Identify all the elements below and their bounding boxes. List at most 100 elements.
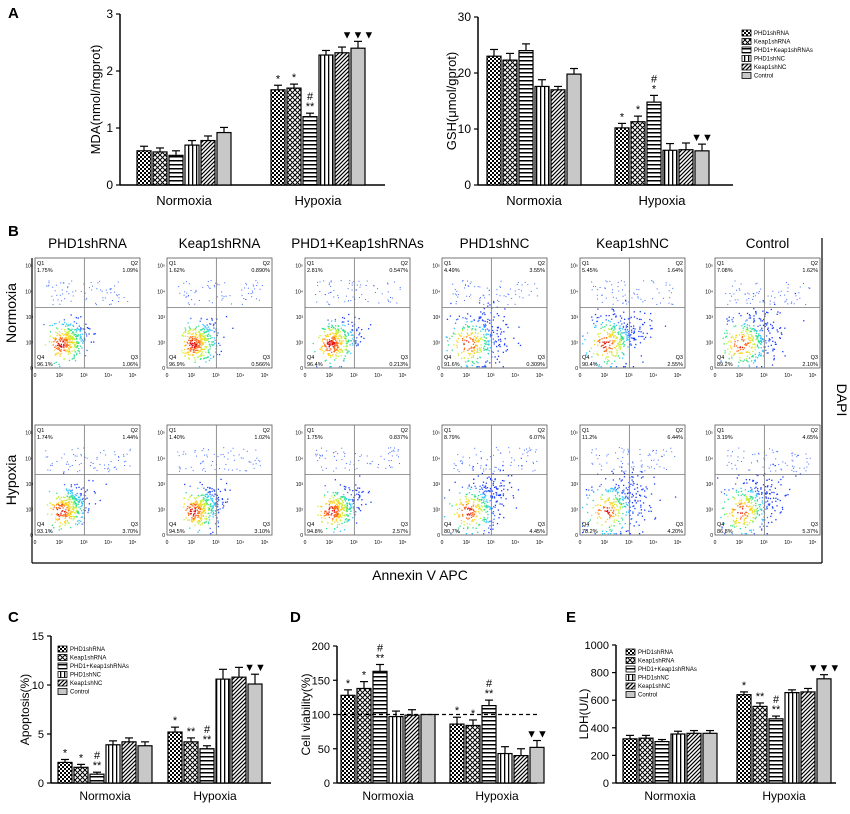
event-dot <box>200 514 202 516</box>
event-dot <box>319 291 321 293</box>
event-dot <box>784 327 786 329</box>
event-dot <box>82 502 84 505</box>
quadrant-q1-label: Q1 <box>444 261 451 267</box>
event-dot <box>458 527 460 529</box>
event-dot <box>194 451 196 453</box>
event-dot <box>197 531 199 533</box>
event-dot <box>787 283 789 285</box>
event-dot <box>75 515 77 518</box>
event-dot <box>638 289 640 291</box>
event-dot <box>194 509 197 512</box>
event-dot <box>370 463 372 465</box>
event-dot <box>466 321 468 323</box>
event-dot <box>108 464 110 466</box>
flow-plot-hypoxia-keap1shnc: Q111.2%Q26.44%Q34.20%Q478.2%0010²10²10³1… <box>570 424 686 546</box>
event-dot <box>769 300 771 302</box>
event-dot <box>199 335 202 337</box>
event-dot <box>479 349 481 352</box>
event-dot <box>473 319 475 321</box>
quadrant-q1-value: 1.74% <box>37 435 53 441</box>
event-dot <box>327 491 329 493</box>
event-dot <box>200 344 203 346</box>
scatter-dots <box>717 447 811 535</box>
event-dot <box>587 525 589 528</box>
event-dot <box>389 301 391 303</box>
event-dot <box>585 354 587 356</box>
event-dot <box>327 349 329 352</box>
event-dot <box>253 285 255 287</box>
event-dot <box>68 330 71 332</box>
event-dot <box>489 477 492 480</box>
event-dot <box>56 492 58 494</box>
event-dot <box>604 326 606 328</box>
event-dot <box>187 351 190 353</box>
event-dot <box>493 302 495 304</box>
event-dot <box>455 319 458 321</box>
event-dot <box>67 350 69 353</box>
event-dot <box>602 344 604 346</box>
event-dot <box>627 498 629 500</box>
event-dot <box>74 351 76 353</box>
event-dot <box>191 517 193 519</box>
event-dot <box>48 284 50 286</box>
event-dot <box>615 297 617 299</box>
x-tick-label: 10⁵ <box>399 373 407 379</box>
quadrant-q2-value: 1.44% <box>122 435 138 441</box>
event-dot <box>762 301 764 303</box>
event-dot <box>474 485 476 487</box>
event-dot <box>338 506 341 508</box>
event-dot <box>728 319 730 322</box>
event-dot <box>81 333 84 335</box>
plot-frame <box>441 257 548 369</box>
quadrant-q2-label: Q2 <box>401 428 408 434</box>
event-dot <box>771 491 773 494</box>
event-dot <box>205 500 207 502</box>
event-dot <box>618 478 621 480</box>
event-dot <box>196 349 198 351</box>
event-dot <box>343 506 345 509</box>
event-dot <box>510 461 512 463</box>
event-dot <box>665 282 667 284</box>
event-dot <box>342 511 344 514</box>
event-dot <box>656 303 658 305</box>
event-dot <box>335 337 337 339</box>
event-dot <box>328 516 331 519</box>
event-dot <box>449 315 452 317</box>
event-dot <box>329 333 332 336</box>
event-dot <box>750 337 752 339</box>
event-dot <box>50 507 52 509</box>
event-dot <box>352 344 354 346</box>
event-dot <box>209 497 212 499</box>
event-dot <box>196 503 198 505</box>
event-dot <box>193 506 196 508</box>
event-dot <box>105 483 107 485</box>
event-dot <box>123 455 125 457</box>
event-dot <box>217 522 219 524</box>
event-dot <box>622 490 624 492</box>
event-dot <box>674 455 676 457</box>
event-dot <box>634 499 636 502</box>
event-dot <box>391 455 393 457</box>
event-dot <box>203 348 206 351</box>
event-dot <box>214 339 216 341</box>
event-dot <box>474 505 477 507</box>
event-dot <box>653 468 655 470</box>
event-dot <box>67 286 69 288</box>
significance-mark: * <box>652 83 657 95</box>
event-dot <box>766 507 768 510</box>
event-dot <box>189 329 191 332</box>
event-dot <box>217 520 219 522</box>
scatter-dots <box>315 447 400 533</box>
event-dot <box>621 479 623 481</box>
event-dot <box>328 353 330 355</box>
event-dot <box>114 454 116 456</box>
event-dot <box>116 294 118 296</box>
event-dot <box>521 465 523 467</box>
event-dot <box>74 484 76 486</box>
event-dot <box>323 328 325 330</box>
event-dot <box>605 297 607 299</box>
event-dot <box>494 466 496 468</box>
event-dot <box>480 336 483 339</box>
quadrant-q4-value: 91.6% <box>444 362 460 368</box>
event-dot <box>612 326 614 328</box>
